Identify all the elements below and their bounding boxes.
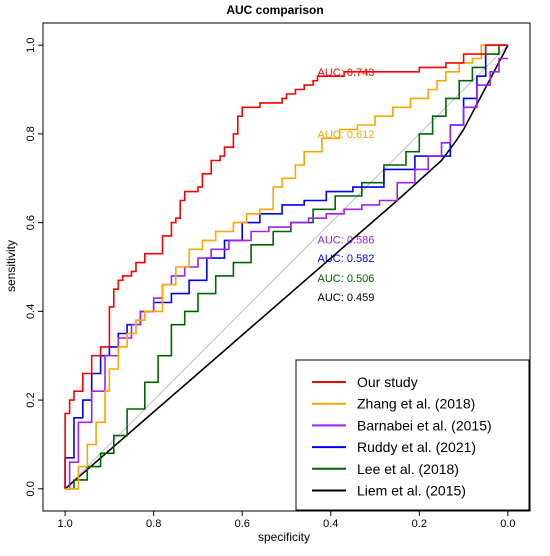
legend-entry: Liem et al. (2015)	[357, 483, 466, 499]
roc-curve	[65, 44, 508, 490]
x-tick-label: 0.6	[235, 518, 250, 530]
x-tick-label: 1.0	[57, 518, 72, 530]
auc-label: AUC: 0.506	[317, 273, 374, 285]
x-tick-label: 0.8	[146, 518, 161, 530]
roc-curve	[64, 44, 508, 489]
legend-entry: Lee et al. (2018)	[357, 461, 459, 477]
auc-label: AUC: 0.582	[317, 253, 374, 265]
legend: Our study Zhang et al. (2018) Barnabei et …	[295, 359, 530, 511]
legend-box	[295, 359, 530, 511]
x-axis-label: specificity	[258, 530, 310, 544]
roc-curve	[65, 44, 508, 490]
roc-curve	[64, 44, 508, 489]
roc-curve	[64, 44, 509, 490]
auc-label: AUC: 0.743	[317, 67, 374, 79]
y-axis: 0.0 0.2 0.4 0.6 0.8 1.0	[25, 38, 43, 496]
auc-label: AUC: 0.612	[317, 129, 374, 141]
chart-title: AUC comparison	[226, 3, 323, 17]
x-tick-label: 0.2	[412, 518, 427, 530]
auc-labels: AUC: 0.743 AUC: 0.612 AUC: 0.586 AUC: 0.582…	[317, 67, 374, 304]
x-tick-label: 0.4	[323, 518, 338, 530]
y-tick-label: 0.8	[25, 126, 37, 141]
auc-label: AUC: 0.459	[317, 292, 374, 304]
legend-entry: Zhang et al. (2018)	[357, 396, 475, 412]
roc-curves	[64, 44, 509, 490]
y-tick-label: 1.0	[25, 38, 37, 53]
y-axis-label: sensitivity	[4, 240, 18, 292]
x-tick-label: 0.0	[500, 518, 515, 530]
plot-frame	[42, 22, 531, 512]
legend-entry: Our study	[357, 374, 418, 390]
legend-entry: Ruddy et al. (2021)	[357, 439, 476, 455]
chance-diagonal	[64, 44, 509, 490]
y-tick-label: 0.6	[25, 215, 37, 230]
roc-curve	[65, 57, 508, 490]
x-axis: 1.0 0.8 0.6 0.4 0.2 0.0	[57, 511, 516, 530]
legend-entry: Barnabei et al. (2015)	[357, 417, 492, 433]
auc-label: AUC: 0.586	[317, 234, 374, 246]
y-tick-label: 0.0	[25, 481, 37, 496]
y-tick-label: 0.2	[25, 392, 37, 407]
y-tick-label: 0.4	[25, 304, 37, 319]
